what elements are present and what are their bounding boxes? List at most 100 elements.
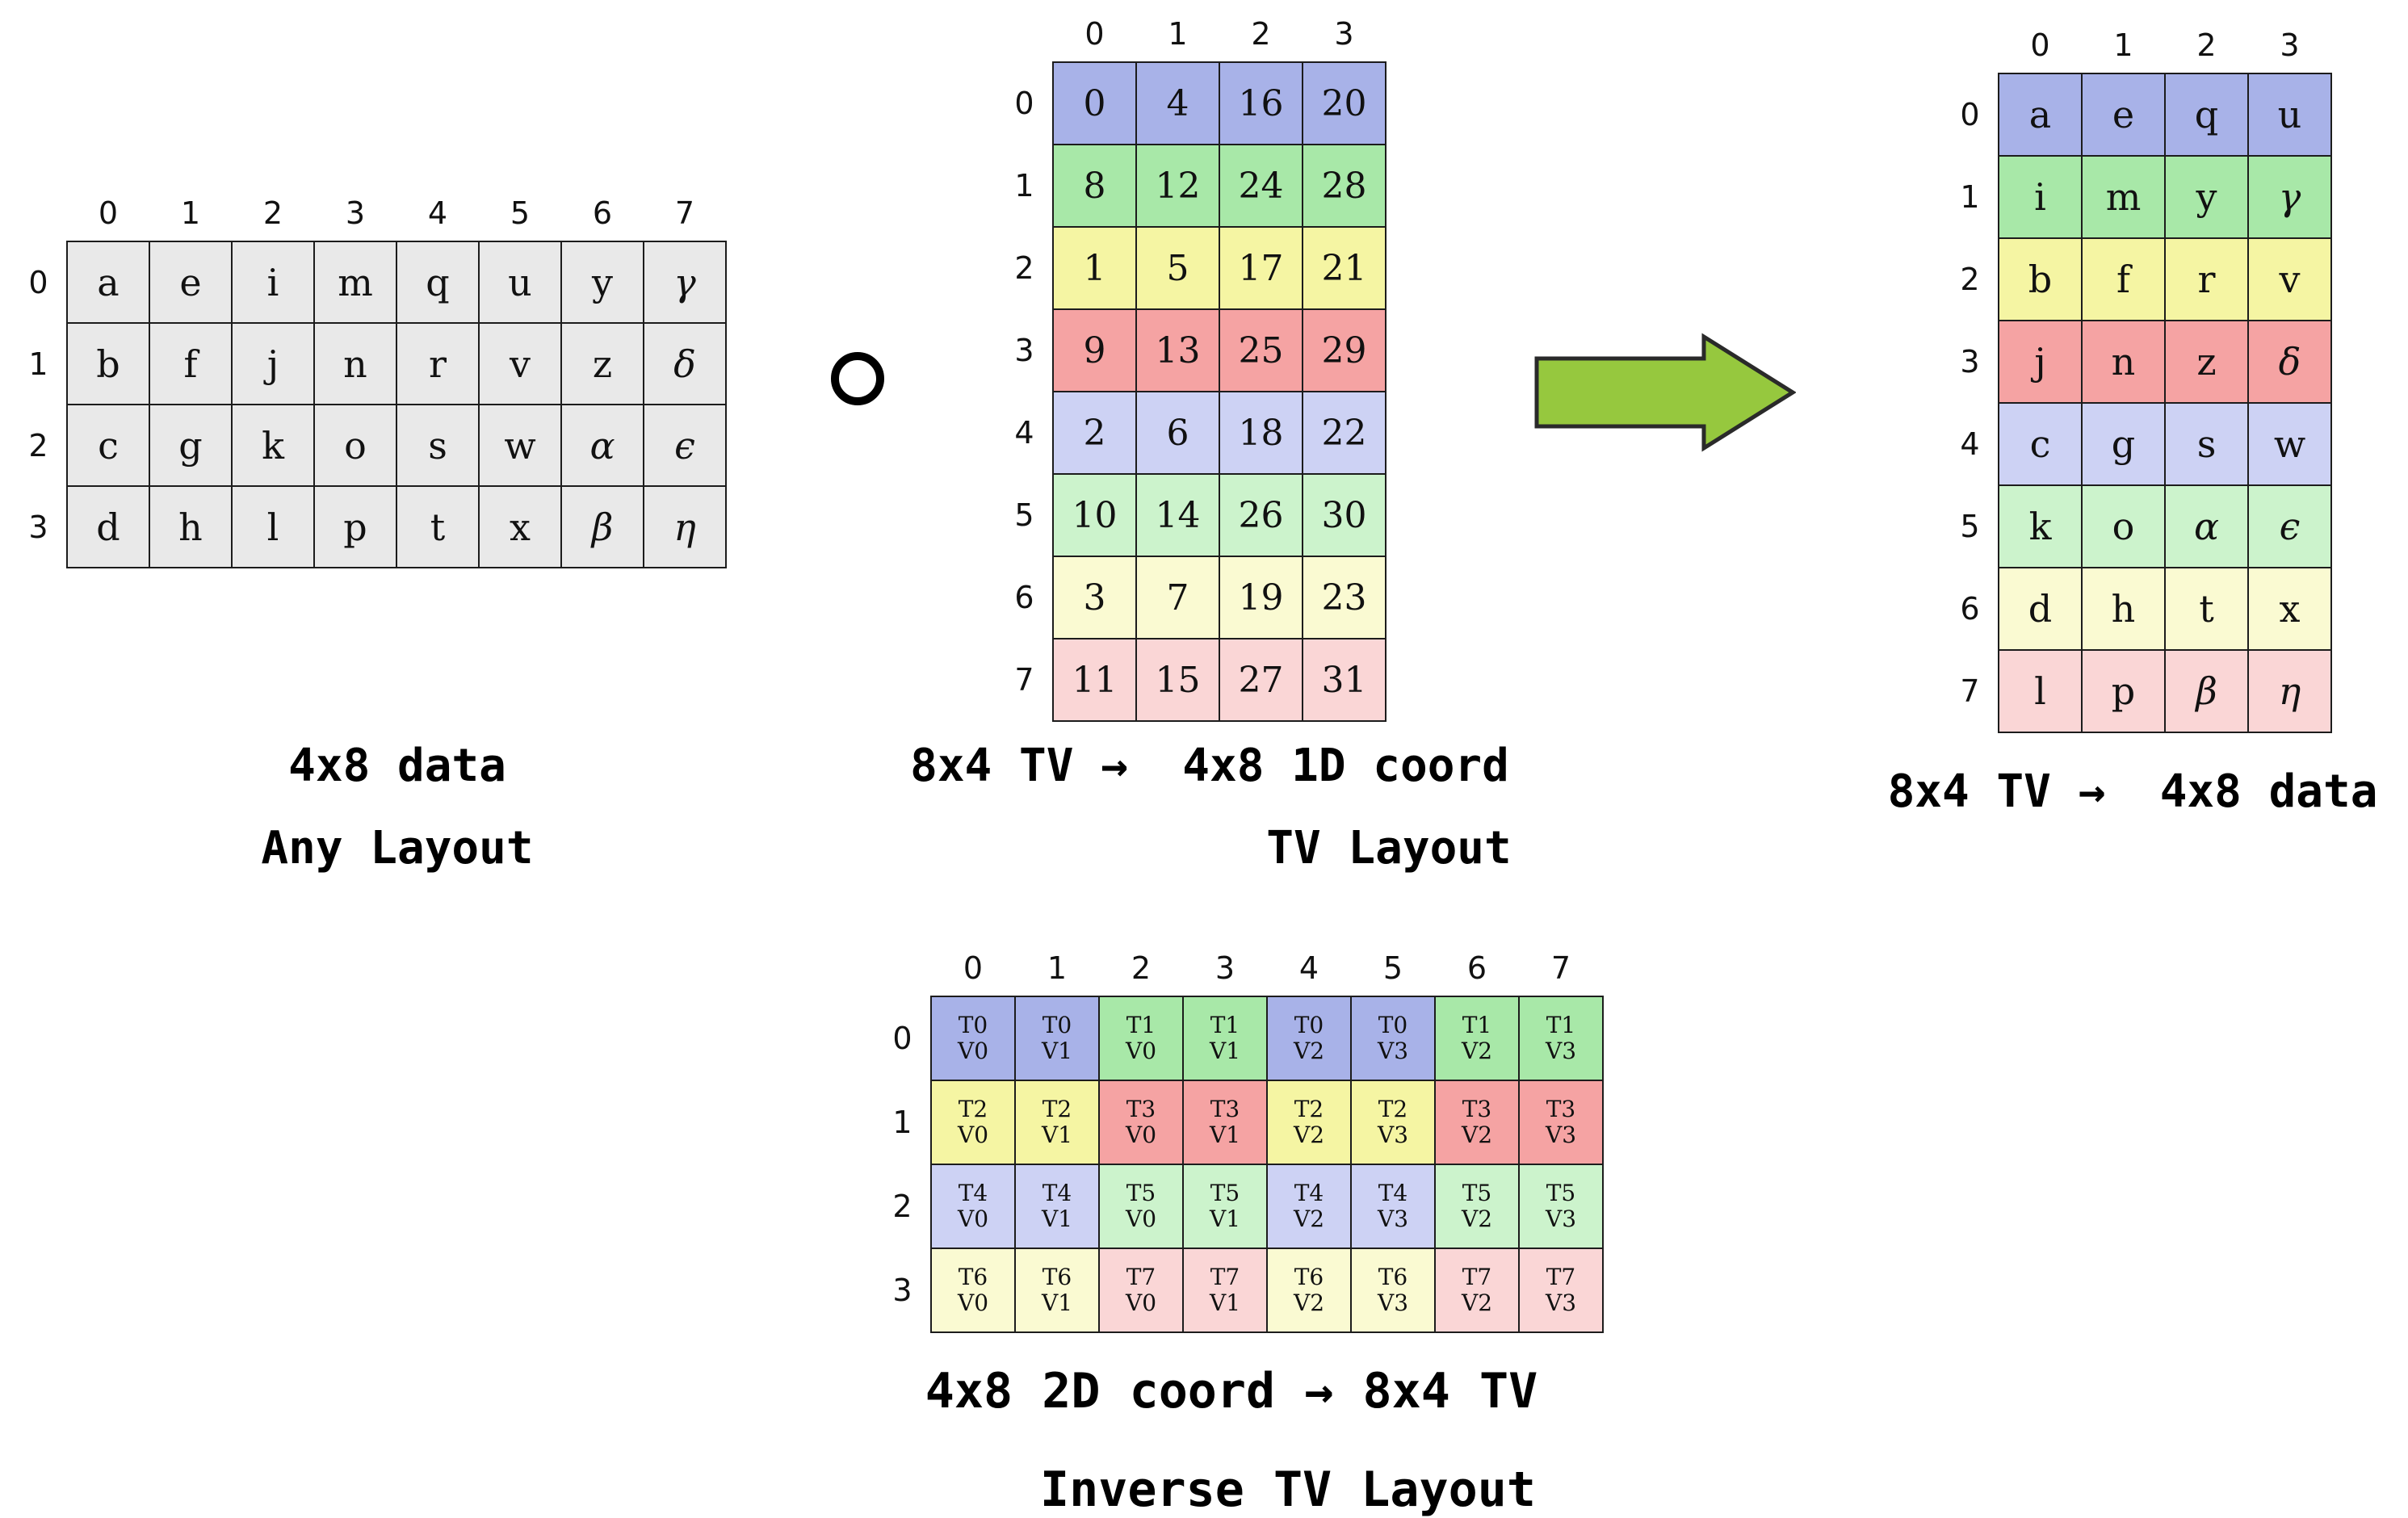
value-label: V2 [1461, 1122, 1493, 1148]
value-label: V2 [1293, 1038, 1325, 1064]
value-label: V2 [1293, 1289, 1325, 1316]
data-cell: k [231, 404, 315, 487]
thread-value-cell: T0 V1 [1014, 996, 1100, 1081]
caption-tv-layout-line1: 8x4 TV → 4x8 1D coord [910, 740, 1509, 792]
data-cell: e [149, 241, 233, 324]
caption-inverse-tv-line1: 4x8 2D coord → 8x4 TV [925, 1363, 1538, 1419]
data-cell: η [643, 485, 727, 568]
column-header: 2 [262, 195, 283, 231]
column-header: 4 [427, 195, 448, 231]
data-cell: 12 [1135, 144, 1220, 228]
data-cell: f [2081, 237, 2166, 321]
data-cell: β [560, 485, 644, 568]
thread-label: T1 [1210, 1011, 1240, 1038]
column-header: 3 [1334, 15, 1354, 52]
data-cell: g [2081, 402, 2166, 486]
thread-value-cell: T2 V3 [1350, 1080, 1436, 1165]
thread-label: T1 [1546, 1011, 1576, 1038]
data-cell: 16 [1219, 61, 1303, 145]
thread-value-cell: T1 V3 [1518, 996, 1604, 1081]
thread-label: T3 [1126, 1095, 1156, 1122]
thread-label: T7 [1210, 1263, 1240, 1290]
column-header: 0 [1084, 15, 1105, 52]
value-label: V2 [1293, 1206, 1325, 1232]
data-cell: a [66, 241, 150, 324]
thread-value-cell: T6 V0 [930, 1248, 1016, 1333]
thread-value-cell: T2 V0 [930, 1080, 1016, 1165]
value-label: V1 [1209, 1206, 1241, 1232]
value-label: V0 [957, 1122, 989, 1148]
data-cell: n [2081, 320, 2166, 404]
data-cell: v [2247, 237, 2332, 321]
column-header: 1 [1047, 950, 1068, 986]
data-cell: s [2164, 402, 2249, 486]
thread-label: T0 [1042, 1011, 1072, 1038]
column-header: 3 [1214, 950, 1235, 986]
thread-value-cell: T3 V1 [1182, 1080, 1268, 1165]
row-header: 2 [1014, 250, 1034, 286]
value-label: V3 [1377, 1289, 1409, 1316]
data-cell: n [313, 322, 397, 405]
data-cell: i [1998, 155, 2083, 239]
thread-label: T5 [1210, 1179, 1240, 1206]
compose-operator-icon [831, 352, 884, 405]
data-cell: γ [2247, 155, 2332, 239]
data-cell: 10 [1052, 473, 1137, 557]
thread-value-cell: T1 V2 [1434, 996, 1520, 1081]
column-header: 6 [1466, 950, 1487, 986]
data-cell: 17 [1219, 226, 1303, 310]
row-header: 2 [1960, 262, 1980, 297]
value-label: V2 [1461, 1289, 1493, 1316]
data-cell: 9 [1052, 308, 1137, 392]
thread-label: T5 [1462, 1179, 1492, 1206]
column-header: 2 [2196, 27, 2217, 63]
column-header: 0 [963, 950, 984, 986]
row-header: 4 [1960, 426, 1980, 462]
data-cell: p [313, 485, 397, 568]
data-cell: 13 [1135, 308, 1220, 392]
data-cell: b [66, 322, 150, 405]
row-header: 0 [28, 264, 48, 300]
value-label: V3 [1545, 1122, 1577, 1148]
value-label: V1 [1041, 1122, 1073, 1148]
column-header: 3 [2280, 27, 2300, 63]
data-cell: q [2164, 73, 2249, 157]
data-cell: δ [643, 322, 727, 405]
thread-value-cell: T1 V1 [1182, 996, 1268, 1081]
data-cell: β [2164, 649, 2249, 733]
row-header: 6 [1014, 580, 1034, 615]
row-header: 7 [1960, 673, 1980, 709]
data-cell: m [313, 241, 397, 324]
data-cell: j [231, 322, 315, 405]
data-cell: 5 [1135, 226, 1220, 310]
data-cell: 14 [1135, 473, 1220, 557]
data-cell: z [560, 322, 644, 405]
column-header: 7 [1550, 950, 1571, 986]
value-label: V1 [1209, 1289, 1241, 1316]
data-cell: l [1998, 649, 2083, 733]
data-cell: ϵ [643, 404, 727, 487]
row-header: 1 [28, 346, 48, 382]
thread-value-cell: T7 V1 [1182, 1248, 1268, 1333]
thread-value-cell: T6 V1 [1014, 1248, 1100, 1333]
corner-spacer [1942, 17, 1999, 73]
value-label: V3 [1377, 1122, 1409, 1148]
column-header: 5 [1382, 950, 1403, 986]
data-cell: η [2247, 649, 2332, 733]
row-header: 0 [1960, 97, 1980, 132]
value-label: V3 [1377, 1206, 1409, 1232]
data-cell: k [1998, 484, 2083, 568]
caption-data-any-layout-line2: Any Layout [261, 822, 534, 874]
data-cell: h [2081, 567, 2166, 651]
data-cell: γ [643, 241, 727, 324]
thread-label: T4 [958, 1179, 988, 1206]
data-cell: 24 [1219, 144, 1303, 228]
column-header: 0 [2030, 27, 2050, 63]
thread-value-cell: T4 V0 [930, 1164, 1016, 1249]
thread-label: T0 [1378, 1011, 1408, 1038]
thread-label: T7 [1462, 1263, 1492, 1290]
corner-spacer [875, 940, 931, 996]
